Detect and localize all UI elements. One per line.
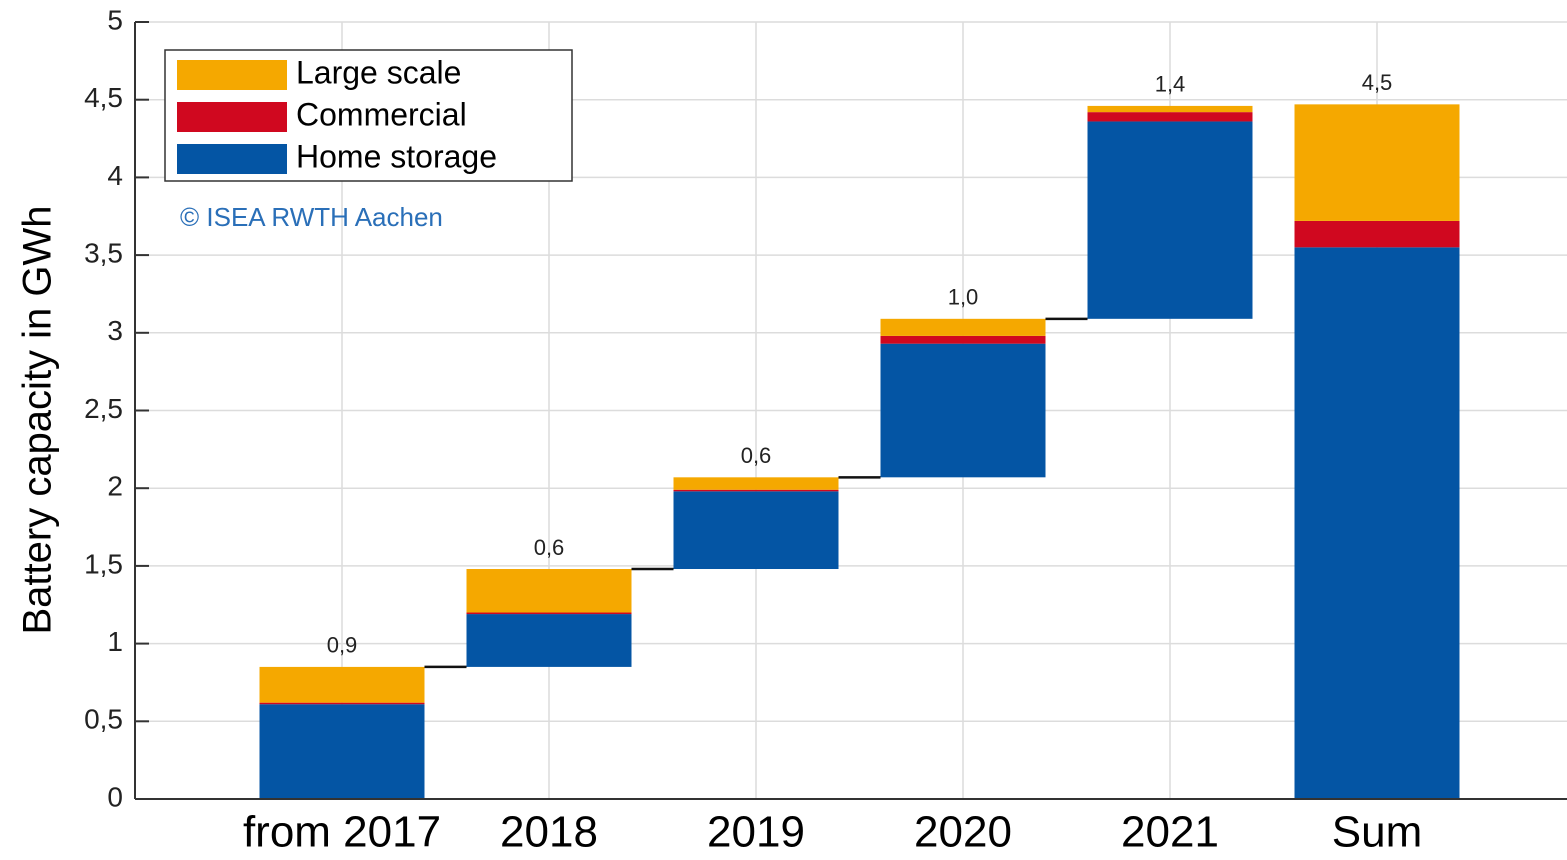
y-axis-label: Battery capacity in GWh [16,205,60,634]
y-tick-label: 3,5 [84,237,123,268]
y-tick-label: 2,5 [84,393,123,424]
bar-segment [673,491,839,570]
value-label: 0,6 [534,535,565,560]
annotation: © ISEA RWTH Aachen [180,202,443,232]
bar-segment [466,569,632,613]
bar-segment [880,343,1046,478]
bar-segment [1087,105,1253,113]
bar-segment [880,318,1046,336]
y-tick-label: 1 [107,626,123,657]
legend-swatch [177,60,287,90]
x-tick-label: from 2017 [243,808,441,857]
x-tick-label: Sum [1332,808,1422,857]
y-tick-label: 4 [107,160,123,191]
legend: Large scale Commercial Home storage [164,49,573,182]
legend-label: Large scale [296,54,461,90]
bar-segment [259,666,425,703]
y-tick-label: 0,5 [84,704,123,735]
x-tick-label: 2021 [1121,808,1219,857]
bar-segment [1294,104,1460,221]
value-label: 1,0 [948,285,979,310]
y-tick-label: 1,5 [84,548,123,579]
bar-segment [1294,220,1460,248]
bar-segment [1087,112,1253,122]
legend-label: Home storage [296,138,497,174]
marks: 0,9 0,6 0,6 1,0 1,4 4,5 [259,70,1460,799]
value-label: 4,5 [1362,70,1393,95]
value-label: 0,9 [327,633,358,658]
legend-swatch [177,102,287,132]
legend-label: Commercial [296,96,467,132]
bar-segment [880,335,1046,344]
bar-segment [466,612,632,615]
legend-swatch [177,144,287,174]
value-label: 0,6 [741,443,772,468]
x-tick-label: 2019 [707,808,805,857]
bar-segment [466,614,632,667]
y-tick-label: 3 [107,315,123,346]
bar-segment [259,702,425,705]
y-tick-label: 4,5 [84,82,123,113]
axes: 0 0,5 1 1,5 2 2,5 3 3,5 4 4,5 5 from 2017 2018 2019 20… [84,4,1567,857]
bar-segment [1087,121,1253,319]
value-label: 1,4 [1155,72,1186,97]
y-tick-label: 2 [107,471,123,502]
bar-segment [673,477,839,490]
y-tick-label: 5 [107,4,123,35]
bar-segment [259,704,425,799]
x-tick-label: 2020 [914,808,1012,857]
x-tick-label: 2018 [500,808,598,857]
bar-segment [673,489,839,492]
y-tick-label: 0 [107,781,123,812]
bar-segment [1294,247,1460,799]
